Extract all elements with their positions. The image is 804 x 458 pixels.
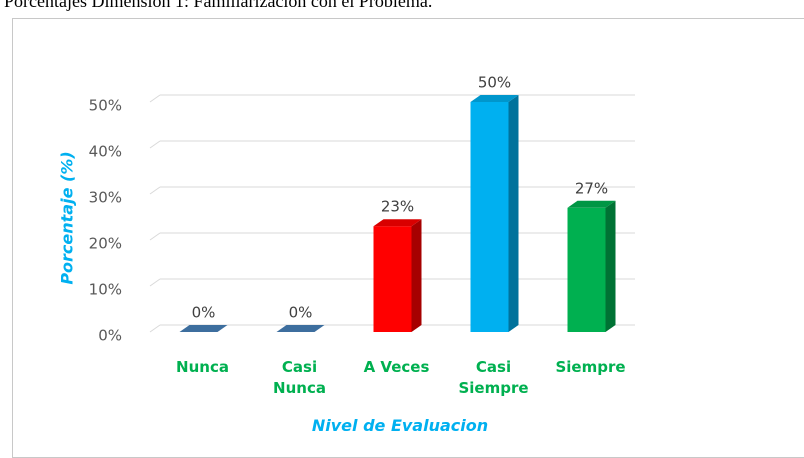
bar-top — [373, 219, 422, 227]
bar-front — [567, 207, 606, 332]
bar-side — [508, 95, 519, 332]
data-label: 50% — [478, 74, 511, 92]
grid-line — [149, 186, 161, 195]
y-tick-label: 30% — [89, 189, 122, 207]
bar-side — [605, 200, 616, 332]
chart: Porcentaje (%) 0% 10% 20% 30% 40% 50% 0% 0% 23% 50… — [58, 74, 635, 345]
grid-line — [149, 94, 161, 103]
bar-top — [276, 325, 325, 332]
y-tick-label: 20% — [89, 235, 122, 253]
x-axis-title: Nivel de Evaluacion — [311, 416, 489, 435]
bar — [276, 325, 325, 332]
bar-front — [470, 102, 509, 332]
bar — [567, 200, 616, 332]
bar-front — [373, 226, 412, 332]
x-tick-label: Casi Nunca — [273, 358, 326, 397]
y-tick-label: 40% — [89, 143, 122, 161]
grid-line — [149, 278, 161, 287]
data-label: 23% — [381, 198, 414, 216]
x-tick-label: Casi Siempre — [458, 358, 529, 397]
bar-top — [179, 325, 228, 332]
x-tick-label: Siempre — [555, 358, 626, 376]
y-tick-label: 50% — [89, 97, 122, 115]
page: {"chart_data": {"type": "bar3d", "title"… — [4, 0, 804, 458]
chart-title: Porcentajes Dimensión 1: Familiarización… — [4, 0, 433, 11]
y-tick-label: 10% — [89, 281, 122, 299]
data-label: 27% — [575, 179, 608, 197]
bar-top — [567, 200, 616, 208]
grid-line — [149, 324, 161, 333]
grid-line — [149, 140, 161, 149]
bar-top — [470, 95, 519, 102]
bar-side — [411, 219, 422, 332]
y-tick-label: 0% — [98, 327, 122, 345]
y-axis-title: Porcentaje (%) — [58, 151, 77, 284]
x-tick-label: A Veces — [363, 358, 430, 376]
data-label: 0% — [289, 304, 313, 322]
data-label: 0% — [192, 304, 216, 322]
grid-line — [149, 232, 161, 241]
bar — [373, 219, 422, 332]
bar — [179, 325, 228, 332]
bar — [470, 95, 519, 332]
x-tick-label: Nunca — [176, 358, 229, 376]
